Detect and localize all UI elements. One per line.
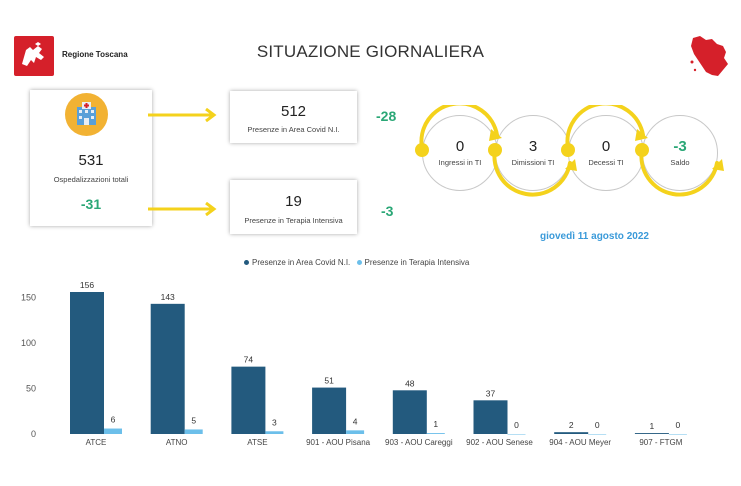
bar-area-covid — [392, 390, 427, 434]
x-tick-label: 901 - AOU Pisana — [306, 438, 371, 447]
x-tick-label: ATNO — [166, 438, 188, 447]
saldo-label: Saldo — [670, 158, 690, 167]
report-date: giovedì 11 agosto 2022 — [540, 231, 649, 242]
flow-circle-dimissioni: 3 Dimissioni TI — [495, 115, 571, 191]
x-tick-label: ATSE — [247, 438, 267, 447]
x-tick-label: ATCE — [86, 438, 107, 447]
bar-label-area-covid: 1 — [650, 421, 655, 431]
y-tick-label: 50 — [26, 383, 36, 393]
area-covid-delta: -28 — [376, 108, 397, 124]
decessi-value: 0 — [601, 138, 611, 155]
bar-area-covid — [554, 432, 589, 434]
regione-toscana-logo-icon — [14, 36, 54, 76]
total-value: 531 — [78, 152, 104, 169]
bar-area-covid — [634, 433, 669, 434]
bar-label-terapia-intensiva: 4 — [353, 416, 358, 426]
area-covid-value: 512 — [280, 103, 307, 120]
bar-label-area-covid: 156 — [80, 280, 94, 290]
tuscany-map-icon — [688, 34, 730, 80]
chart-legend: Presenze in Area Covid N.I. Presenze in … — [244, 258, 469, 267]
area-covid-card: 512 Presenze in Area Covid N.I. — [230, 91, 357, 143]
legend-label-area: Presenze in Area Covid N.I. — [252, 258, 351, 267]
arrow-right-icon — [148, 107, 220, 123]
ingressi-value: 0 — [455, 138, 465, 155]
decessi-label: Decessi TI — [588, 158, 624, 167]
bar-label-terapia-intensiva: 6 — [111, 415, 116, 425]
dimissioni-value: 3 — [528, 138, 538, 155]
legend-dot-area — [244, 260, 249, 266]
flow-circle-decessi: 0 Decessi TI — [568, 115, 644, 191]
x-tick-label: 903 - AOU Careggi — [385, 438, 453, 447]
y-tick-label: 150 — [21, 292, 36, 302]
bar-terapia-intensiva — [184, 429, 203, 434]
bar-label-terapia-intensiva: 5 — [191, 415, 196, 425]
flow-arrows-icon — [415, 105, 724, 197]
area-covid-label: Presenze in Area Covid N.I. — [247, 125, 340, 134]
bar-label-terapia-intensiva: 3 — [272, 417, 277, 427]
x-tick-label: 902 - AOU Senese — [466, 438, 533, 447]
bar-terapia-intensiva — [426, 433, 445, 434]
arrow-right-icon — [148, 201, 220, 217]
bar-terapia-intensiva — [507, 434, 526, 435]
page-title: SITUAZIONE GIORNALIERA — [256, 42, 485, 61]
bar-label-area-covid: 74 — [244, 355, 254, 365]
bar-label-area-covid: 48 — [405, 378, 415, 388]
bar-label-area-covid: 37 — [486, 388, 496, 398]
total-hospitalizations-card: 531 Ospedalizzazioni totali -31 — [30, 90, 152, 226]
bar-area-covid — [70, 292, 104, 434]
bar-label-terapia-intensiva: 1 — [433, 419, 438, 429]
ingressi-label: Ingressi in TI — [438, 158, 482, 167]
saldo-value: -3 — [673, 138, 687, 155]
hospital-icon — [65, 93, 108, 136]
logo-text: Regione Toscana — [62, 50, 128, 59]
bar-label-area-covid: 2 — [569, 420, 574, 430]
bar-area-covid — [312, 387, 347, 434]
bar-terapia-intensiva — [668, 434, 687, 435]
bar-area-covid — [473, 400, 508, 434]
total-delta: -31 — [80, 196, 102, 212]
bar-label-area-covid: 143 — [161, 292, 175, 302]
bar-area-covid — [231, 366, 266, 434]
bar-terapia-intensiva — [104, 428, 122, 434]
y-tick-label: 100 — [21, 338, 36, 348]
terapia-intensiva-delta: -3 — [381, 203, 394, 219]
terapia-intensiva-label: Presenze in Terapia Intensiva — [244, 216, 343, 225]
bar-terapia-intensiva — [588, 434, 607, 435]
x-tick-label: 904 - AOU Meyer — [549, 438, 611, 447]
bar-label-area-covid: 51 — [324, 376, 334, 386]
terapia-intensiva-card: 19 Presenze in Terapia Intensiva — [230, 180, 357, 234]
bar-area-covid — [150, 303, 185, 434]
bar-terapia-intensiva — [265, 431, 284, 434]
bar-label-terapia-intensiva: 0 — [514, 420, 519, 430]
bar-label-terapia-intensiva: 0 — [676, 420, 681, 430]
total-label: Ospedalizzazioni totali — [53, 175, 129, 184]
legend-dot-ti — [356, 260, 362, 266]
bar-label-terapia-intensiva: 0 — [595, 420, 600, 430]
y-tick-label: 0 — [31, 429, 36, 439]
dimissioni-label: Dimissioni TI — [511, 158, 555, 167]
legend-label-ti: Presenze in Terapia Intensiva — [364, 258, 470, 267]
terapia-intensiva-value: 19 — [285, 193, 302, 210]
bar-terapia-intensiva — [346, 430, 365, 434]
x-tick-label: 907 - FTGM — [639, 438, 682, 447]
